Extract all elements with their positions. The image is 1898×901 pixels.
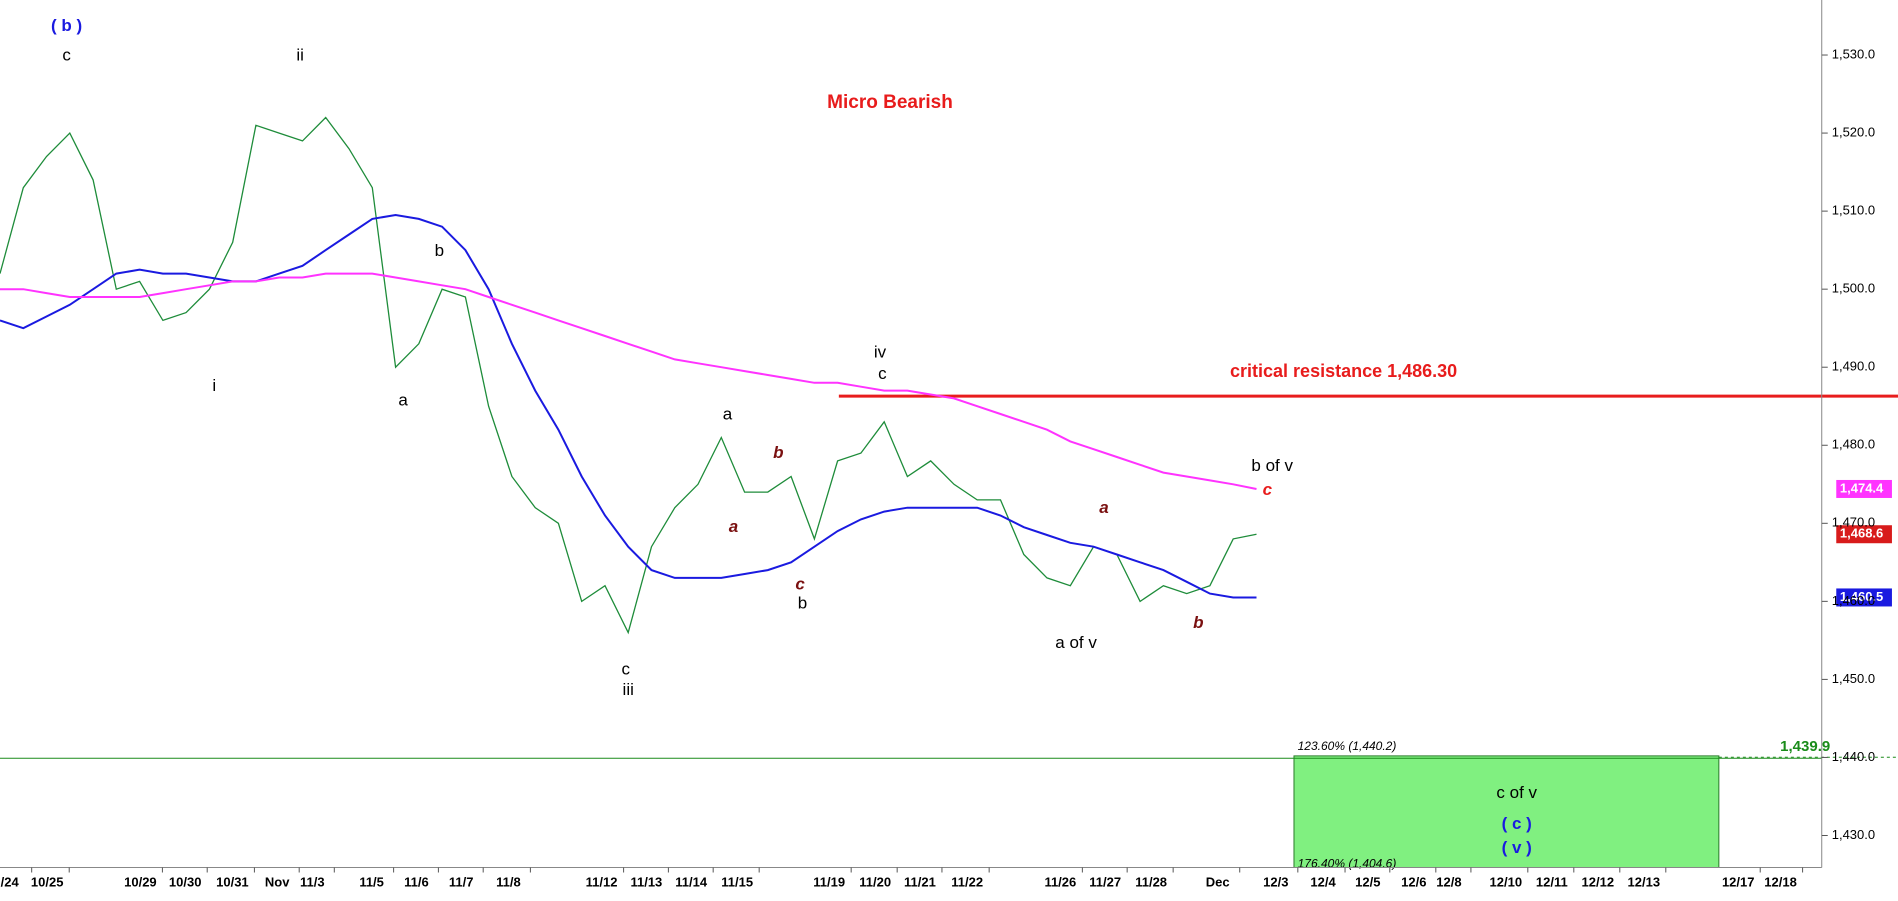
wave-label: i bbox=[212, 376, 216, 395]
x-tick-label: 11/26 bbox=[1044, 874, 1076, 889]
x-tick-label: 12/6 bbox=[1401, 874, 1426, 889]
x-tick-label: 12/3 bbox=[1263, 874, 1288, 889]
series-line bbox=[0, 116, 1257, 635]
wave-label: c bbox=[1263, 480, 1273, 499]
x-tick-label: 11/3 bbox=[300, 874, 325, 889]
wave-label: c of v bbox=[1496, 783, 1537, 802]
wave-label: b bbox=[798, 594, 807, 613]
x-tick-label: 12/4 bbox=[1310, 874, 1336, 889]
chart-title: Micro Bearish bbox=[827, 92, 953, 113]
wave-label: c bbox=[878, 364, 887, 383]
wave-label: a bbox=[723, 405, 733, 424]
x-tick-label: 11/28 bbox=[1135, 874, 1167, 889]
wave-label: ( c ) bbox=[1502, 814, 1532, 833]
series-line bbox=[0, 213, 1257, 599]
wave-label: a of v bbox=[1055, 633, 1097, 652]
resistance-label: critical resistance 1,486.30 bbox=[1230, 361, 1457, 381]
wave-label: c bbox=[62, 46, 71, 65]
x-tick-label: 11/19 bbox=[813, 874, 845, 889]
wave-label: b of v bbox=[1251, 456, 1293, 475]
wave-label: iii bbox=[623, 680, 634, 699]
wave-label: b bbox=[773, 443, 783, 462]
series-line bbox=[0, 272, 1257, 490]
last-value-label: 1,474.4 bbox=[1840, 480, 1884, 495]
x-tick-label: 11/22 bbox=[951, 874, 983, 889]
wave-label: ( v ) bbox=[1502, 838, 1532, 857]
x-tick-label: 11/27 bbox=[1089, 874, 1121, 889]
y-tick-label: 1,460.0 bbox=[1832, 593, 1875, 608]
x-tick-label: 12/5 bbox=[1355, 874, 1380, 889]
y-tick-label: 1,480.0 bbox=[1832, 437, 1875, 452]
last-value-tag bbox=[1836, 588, 1892, 607]
zone-top-label: 123.60% (1,440.2) bbox=[1298, 739, 1397, 753]
x-tick-label: 12/18 bbox=[1764, 874, 1797, 889]
last-value-tag bbox=[1836, 525, 1892, 544]
x-tick-label: Dec bbox=[1206, 874, 1230, 889]
y-tick-label: 1,430.0 bbox=[1832, 827, 1875, 842]
zone-bottom-label: 176.40% (1,404.6) bbox=[1298, 857, 1397, 871]
last-value-label: 1,460.5 bbox=[1840, 589, 1883, 604]
x-tick-label: 11/13 bbox=[630, 874, 662, 889]
x-tick-label: 10/25 bbox=[31, 874, 64, 889]
wave-label: iv bbox=[874, 342, 887, 361]
x-tick-label: 12/13 bbox=[1628, 874, 1661, 889]
x-tick-label: 12/17 bbox=[1722, 874, 1755, 889]
y-tick-label: 1,450.0 bbox=[1832, 671, 1875, 686]
wave-label: b bbox=[435, 241, 444, 260]
x-tick-label: 12/11 bbox=[1536, 874, 1568, 889]
x-tick-label: 10/30 bbox=[169, 874, 202, 889]
x-tick-label: 11/14 bbox=[675, 874, 708, 889]
wave-label: ii bbox=[296, 46, 304, 65]
x-tick-label: 12/10 bbox=[1490, 874, 1523, 889]
y-tick-label: 1,530.0 bbox=[1832, 46, 1875, 61]
wave-label: b bbox=[1193, 613, 1203, 632]
last-value-label: 1,468.6 bbox=[1840, 526, 1883, 541]
x-tick-label: 11/8 bbox=[496, 874, 521, 889]
wave-label: a bbox=[1099, 498, 1108, 517]
x-tick-label: /24 bbox=[1, 874, 20, 889]
target-label: 1,439.9 bbox=[1780, 738, 1830, 755]
y-tick-label: 1,470.0 bbox=[1832, 515, 1875, 530]
x-tick-label: 11/7 bbox=[449, 874, 474, 889]
y-tick-label: 1,520.0 bbox=[1832, 125, 1875, 140]
y-tick-label: 1,490.0 bbox=[1832, 359, 1875, 374]
x-tick-label: 11/6 bbox=[404, 874, 429, 889]
y-tick-label: 1,510.0 bbox=[1832, 203, 1875, 218]
x-tick-label: 10/31 bbox=[216, 874, 249, 889]
x-tick-label: 11/12 bbox=[586, 874, 618, 889]
x-tick-label: 11/15 bbox=[721, 874, 753, 889]
x-tick-label: 11/5 bbox=[359, 874, 384, 889]
x-tick-label: Nov bbox=[265, 874, 290, 889]
wave-label: c bbox=[622, 660, 631, 679]
y-tick-label: 1,500.0 bbox=[1832, 281, 1875, 296]
wave-label: c bbox=[795, 575, 805, 594]
y-tick-label: 1,440.0 bbox=[1832, 749, 1875, 764]
last-value-tag bbox=[1836, 479, 1892, 498]
x-tick-label: 11/20 bbox=[859, 874, 891, 889]
target-zone bbox=[1293, 755, 1720, 868]
x-tick-label: 12/8 bbox=[1436, 874, 1461, 889]
x-tick-label: 10/29 bbox=[124, 874, 157, 889]
x-tick-label: 12/12 bbox=[1582, 874, 1615, 889]
wave-label: a bbox=[729, 517, 738, 536]
wave-label: a bbox=[398, 390, 408, 409]
wave-label: ( b ) bbox=[51, 16, 82, 35]
x-tick-label: 11/21 bbox=[904, 874, 936, 889]
